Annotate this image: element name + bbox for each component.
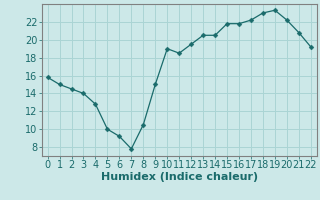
X-axis label: Humidex (Indice chaleur): Humidex (Indice chaleur) [100,172,258,182]
